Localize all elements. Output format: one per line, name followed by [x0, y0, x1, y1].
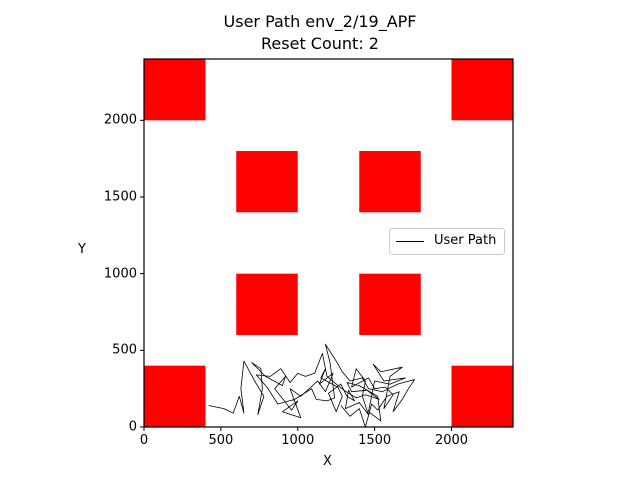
chart-subtitle: Reset Count: 2 [261, 34, 379, 53]
obstacle-6 [359, 273, 421, 335]
obstacle-2 [451, 59, 513, 121]
x-tick-label: 0 [139, 433, 149, 448]
legend-label-user-path: User Path [434, 233, 497, 248]
x-tick-label: 2000 [434, 433, 469, 448]
y-tick-label: 0 [128, 419, 137, 435]
obstacle-7 [144, 365, 206, 427]
legend-line-swatch [396, 241, 424, 242]
obstacle-1 [144, 59, 206, 121]
y-tick-label: 1500 [103, 189, 137, 205]
obstacle-8 [451, 365, 513, 427]
x-tick-label: 1500 [358, 433, 392, 448]
obstacle-3 [236, 151, 298, 213]
y-tick-label: 1000 [103, 266, 137, 282]
obstacle-4 [359, 151, 421, 213]
chart-title: User Path env_2/19_APF [223, 12, 417, 31]
x-tick-label: 500 [208, 433, 234, 448]
y-tick-label: 500 [112, 342, 137, 358]
plot-frame [143, 58, 514, 428]
user-path-line [208, 343, 416, 428]
y-axis-label: Y [78, 242, 86, 257]
x-axis-label: X [323, 454, 332, 469]
x-tick-label: 1000 [281, 433, 315, 448]
obstacle-5 [236, 273, 298, 335]
y-tick-label: 2000 [103, 112, 137, 128]
legend: User Path [389, 228, 505, 255]
